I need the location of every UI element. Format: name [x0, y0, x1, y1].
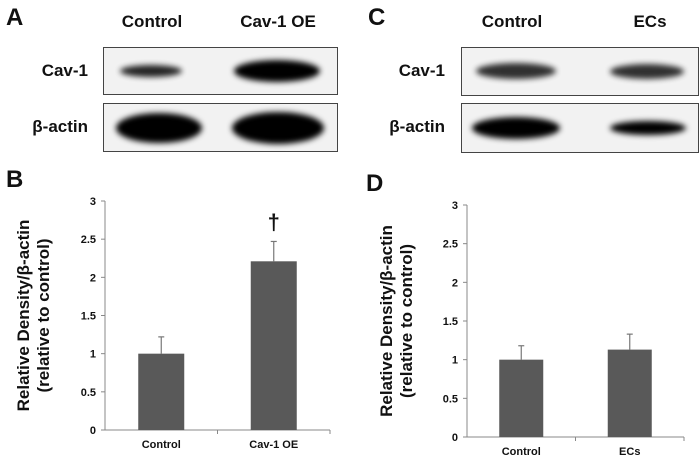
x-tick-label: Control	[142, 439, 181, 451]
band	[234, 60, 320, 82]
panel-letter-b: B	[6, 166, 24, 193]
panel-letter-d: D	[366, 170, 384, 197]
blot-a-row-bactin: β-actin	[32, 117, 88, 136]
y-tick-label: 0	[90, 425, 96, 437]
y-axis-label-secondary: (relative to control)	[34, 239, 53, 393]
y-tick-label: 1	[452, 355, 458, 367]
y-tick-label: 1.5	[443, 316, 458, 328]
blot-a-row-cav1: Cav-1	[41, 61, 88, 80]
bar-control	[138, 353, 185, 430]
x-tick-label: Control	[502, 446, 541, 457]
blot-c-cav1	[461, 47, 699, 96]
y-axis-label-secondary: (relative to control)	[397, 244, 416, 398]
y-tick-label: 3	[452, 200, 458, 212]
y-tick-label: 2	[452, 277, 458, 289]
blot-c-column-control: Control	[481, 12, 543, 31]
blot-c-column-ecs: ECs	[633, 12, 667, 31]
y-tick-label: 2.5	[443, 239, 458, 251]
blot-a-cav1	[103, 47, 338, 95]
band	[116, 113, 202, 143]
panel-letter-c: C	[368, 4, 386, 31]
bar-control	[499, 359, 544, 437]
y-axis-label: Relative Density/β-actin	[377, 225, 396, 417]
panel-letter-a: A	[6, 4, 24, 31]
band	[610, 121, 686, 135]
y-axis-label: Relative Density/β-actin	[14, 220, 33, 412]
blot-a-column-control: Control	[121, 12, 183, 31]
x-tick-label: Cav-1 OE	[249, 439, 298, 451]
band	[476, 63, 556, 79]
bar-ecs	[607, 349, 652, 437]
band	[472, 117, 560, 139]
band	[120, 65, 182, 77]
y-tick-label: 1	[90, 349, 96, 361]
blot-c-row-bactin: β-actin	[389, 117, 445, 136]
x-tick-label: ECs	[619, 446, 640, 457]
blot-a-bactin	[103, 103, 338, 152]
band	[610, 64, 684, 79]
band	[232, 112, 324, 144]
y-tick-label: 3	[90, 196, 96, 208]
significance-dagger: †	[268, 209, 280, 234]
chart-d: 0 0.5 1 1.5 2 2.5 3 Control ECs Relative Density/…	[377, 200, 685, 457]
y-tick-label: 1.5	[81, 311, 96, 323]
blot-c-bactin	[461, 103, 699, 153]
y-tick-label: 0.5	[81, 387, 96, 399]
y-tick-label: 0.5	[443, 393, 458, 405]
chart-b: 0 0.5 1 1.5 2 2.5 3 Control Cav-1 OE † Relative De…	[14, 196, 331, 451]
blot-c-row-cav1: Cav-1	[398, 61, 445, 80]
y-tick-label: 0	[452, 432, 458, 444]
blot-a-column-cav1-oe: Cav-1 OE	[240, 12, 316, 31]
bar-cav-1-oe	[250, 261, 297, 430]
y-tick-label: 2.5	[81, 234, 96, 246]
y-tick-label: 2	[90, 272, 96, 284]
